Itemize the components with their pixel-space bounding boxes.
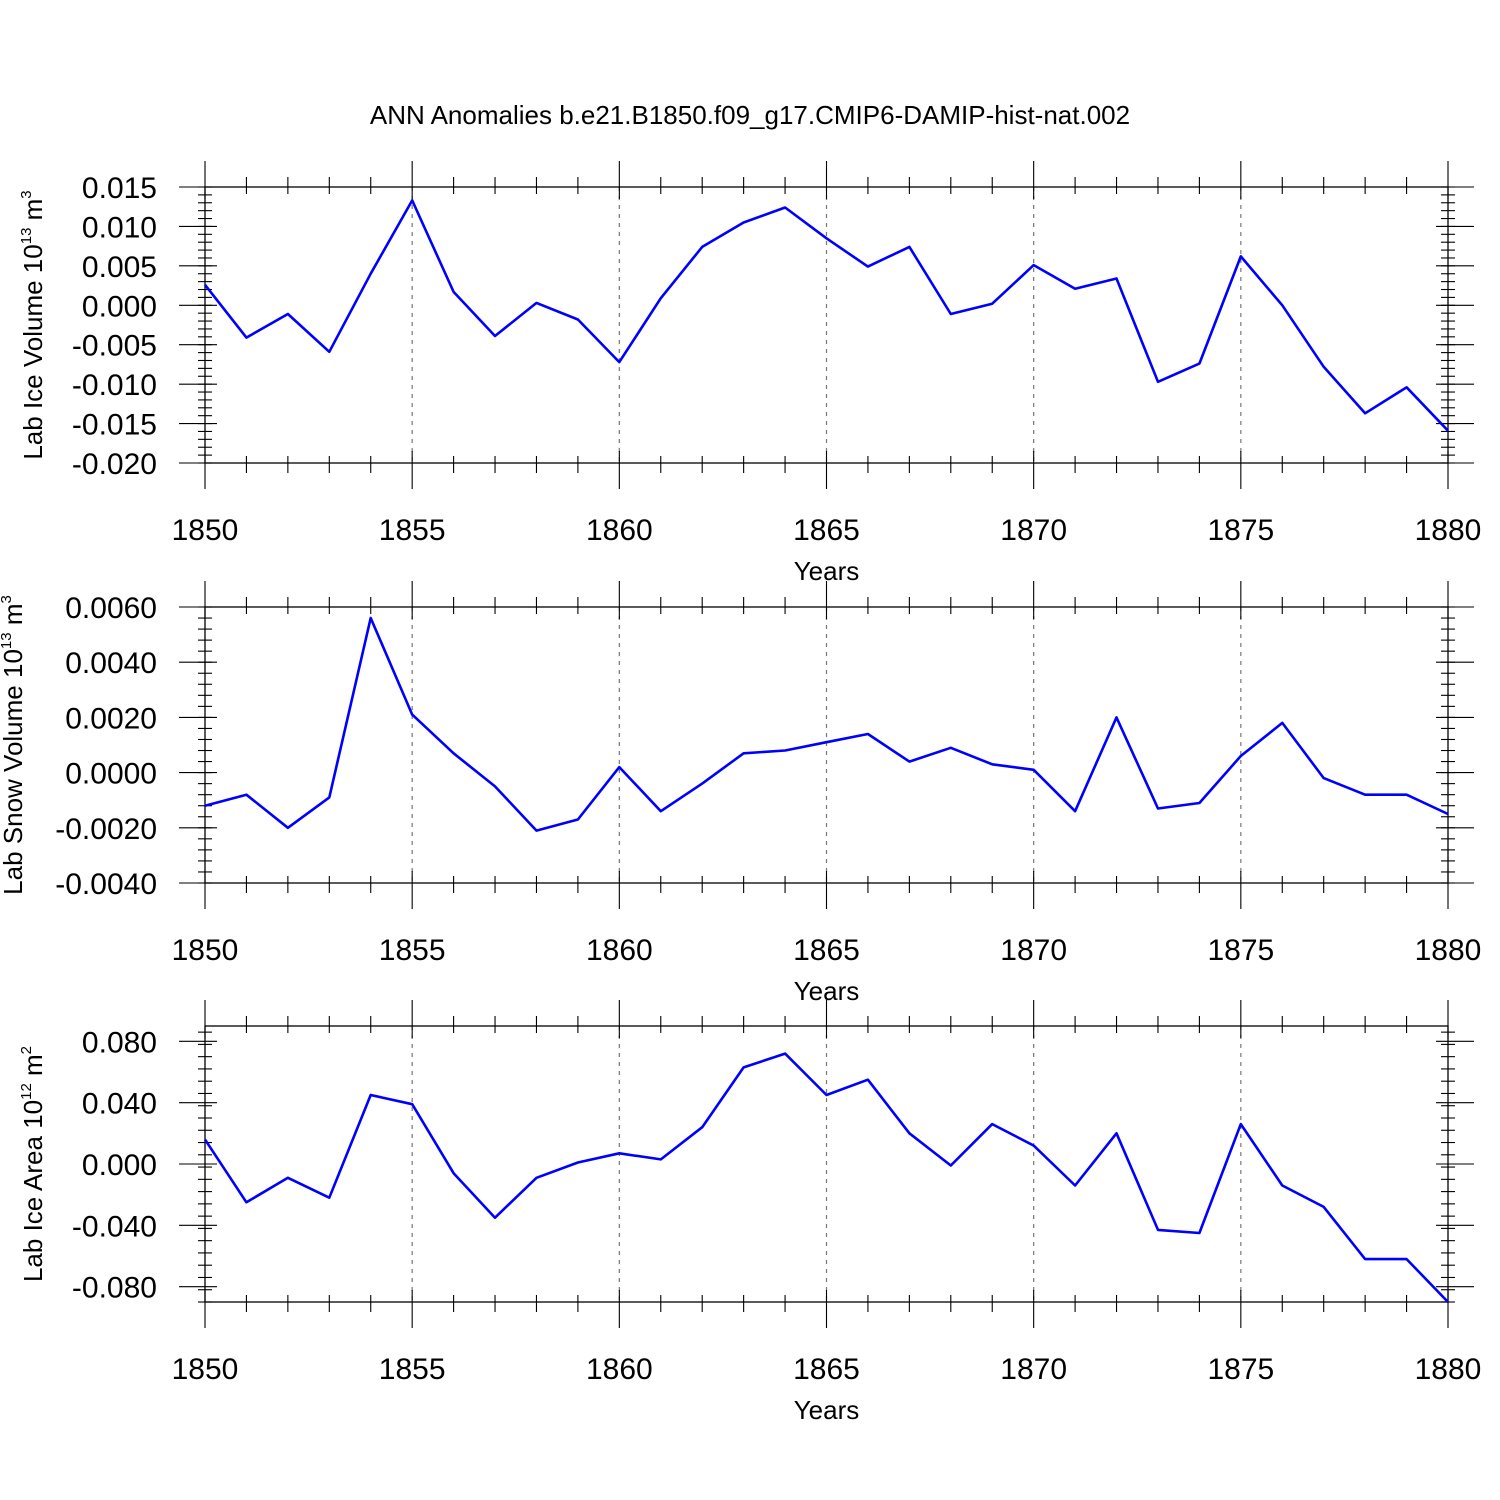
y-tick-label: -0.015 bbox=[72, 409, 157, 442]
series-line bbox=[203, 199, 1449, 432]
y-tick-label: -0.040 bbox=[72, 1210, 157, 1243]
panel-3: 0.080 0.040 0.000 -0.040 -0.080 1850 1855 1860 1… bbox=[18, 1000, 1481, 1425]
y-tick-label: -0.0020 bbox=[55, 813, 157, 846]
x-tick-label: 1875 bbox=[1207, 1353, 1274, 1386]
y-tick-label: 0.040 bbox=[82, 1088, 157, 1121]
y-tick-label: 0.0060 bbox=[65, 592, 157, 625]
series-line bbox=[203, 1052, 1449, 1303]
x-tick-label: 1850 bbox=[172, 934, 239, 967]
x-tick-label: 1865 bbox=[793, 1353, 860, 1386]
x-tick-label: 1875 bbox=[1207, 934, 1274, 967]
y-axis-title: Lab Ice Volume 1013 m3 bbox=[18, 190, 48, 459]
x-tick-label: 1860 bbox=[586, 514, 653, 547]
x-tick-label: 1860 bbox=[586, 1353, 653, 1386]
y-tick-label: 0.000 bbox=[82, 1149, 157, 1182]
x-tick-label: 1865 bbox=[793, 934, 860, 967]
x-tick-label: 1870 bbox=[1000, 1353, 1067, 1386]
y-tick-label: -0.010 bbox=[72, 369, 157, 402]
page-title: ANN Anomalies b.e21.B1850.f09_g17.CMIP6-… bbox=[370, 100, 1130, 130]
y-axis-title: Lab Ice Area 1012 m2 bbox=[18, 1046, 48, 1282]
x-tick-label: 1880 bbox=[1415, 1353, 1482, 1386]
x-tick-label: 1855 bbox=[379, 934, 446, 967]
series-line bbox=[204, 616, 1449, 832]
y-tick-label: 0.010 bbox=[82, 211, 157, 244]
x-tick-label: 1880 bbox=[1415, 514, 1482, 547]
x-tick-label: 1870 bbox=[1000, 934, 1067, 967]
panel-1: 0.015 0.010 0.005 0.000 -0.005 -0.010 -0.015 -0… bbox=[18, 161, 1481, 586]
x-tick-label: 1860 bbox=[586, 934, 653, 967]
x-tick-label: 1875 bbox=[1207, 514, 1274, 547]
x-tick-label: 1855 bbox=[379, 1353, 446, 1386]
x-tick-label: 1870 bbox=[1000, 514, 1067, 547]
x-axis-title: Years bbox=[794, 1395, 860, 1425]
y-tick-label: -0.0040 bbox=[55, 868, 157, 901]
x-tick-label: 1865 bbox=[793, 514, 860, 547]
y-tick-label: 0.0020 bbox=[65, 702, 157, 735]
y-tick-label: 0.015 bbox=[82, 172, 157, 205]
y-tick-label: -0.020 bbox=[72, 448, 157, 481]
x-tick-label: 1880 bbox=[1415, 934, 1482, 967]
y-tick-label: 0.005 bbox=[82, 251, 157, 284]
y-axis-title: Lab Snow Volume 1013 m3 bbox=[0, 595, 28, 895]
y-tick-label: 0.080 bbox=[82, 1026, 157, 1059]
y-tick-label: 0.0000 bbox=[65, 758, 157, 791]
y-tick-label: -0.005 bbox=[72, 330, 157, 363]
x-tick-label: 1855 bbox=[379, 514, 446, 547]
y-tick-label: 0.000 bbox=[82, 290, 157, 323]
panel-2: 0.0060 0.0040 0.0020 0.0000 -0.0020 -0.0040 18… bbox=[0, 581, 1481, 1006]
y-tick-label: 0.0040 bbox=[65, 647, 157, 680]
x-tick-label: 1850 bbox=[172, 1353, 239, 1386]
y-tick-label: -0.080 bbox=[72, 1272, 157, 1305]
x-tick-label: 1850 bbox=[172, 514, 239, 547]
